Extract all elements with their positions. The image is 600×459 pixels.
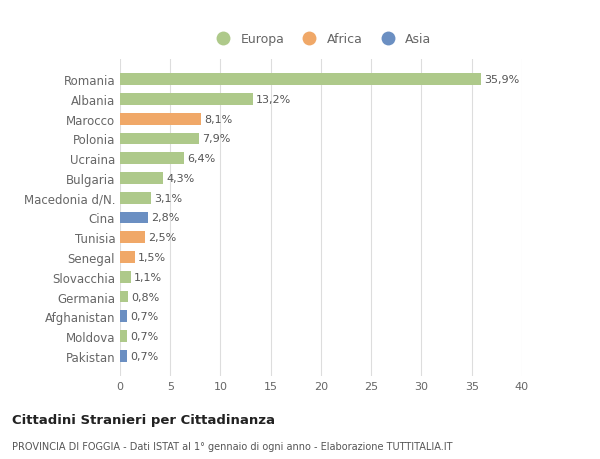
Bar bbox=[120, 173, 163, 185]
Text: 0,7%: 0,7% bbox=[130, 351, 158, 361]
Bar bbox=[120, 311, 127, 323]
Text: 7,9%: 7,9% bbox=[202, 134, 231, 144]
Text: 0,8%: 0,8% bbox=[131, 292, 160, 302]
Text: 0,7%: 0,7% bbox=[130, 312, 158, 322]
Text: 3,1%: 3,1% bbox=[154, 193, 182, 203]
Bar bbox=[120, 74, 481, 86]
Bar bbox=[120, 252, 135, 263]
Bar bbox=[120, 212, 148, 224]
Text: 8,1%: 8,1% bbox=[205, 114, 233, 124]
Bar bbox=[120, 232, 145, 244]
Bar bbox=[120, 291, 128, 303]
Bar bbox=[120, 271, 131, 283]
Bar bbox=[120, 192, 151, 204]
Bar bbox=[120, 94, 253, 106]
Bar bbox=[120, 330, 127, 342]
Text: 35,9%: 35,9% bbox=[484, 75, 519, 85]
Text: 1,1%: 1,1% bbox=[134, 272, 162, 282]
Text: PROVINCIA DI FOGGIA - Dati ISTAT al 1° gennaio di ogni anno - Elaborazione TUTTI: PROVINCIA DI FOGGIA - Dati ISTAT al 1° g… bbox=[12, 441, 452, 451]
Text: Cittadini Stranieri per Cittadinanza: Cittadini Stranieri per Cittadinanza bbox=[12, 413, 275, 426]
Text: 4,3%: 4,3% bbox=[166, 174, 194, 184]
Bar bbox=[120, 350, 127, 362]
Text: 1,5%: 1,5% bbox=[138, 252, 166, 263]
Text: 6,4%: 6,4% bbox=[187, 154, 215, 164]
Text: 2,5%: 2,5% bbox=[148, 233, 176, 243]
Bar bbox=[120, 133, 199, 145]
Text: 2,8%: 2,8% bbox=[151, 213, 179, 223]
Bar bbox=[120, 113, 202, 125]
Bar bbox=[120, 153, 184, 165]
Text: 0,7%: 0,7% bbox=[130, 331, 158, 341]
Legend: Europa, Africa, Asia: Europa, Africa, Asia bbox=[205, 28, 436, 51]
Text: 13,2%: 13,2% bbox=[256, 95, 291, 105]
